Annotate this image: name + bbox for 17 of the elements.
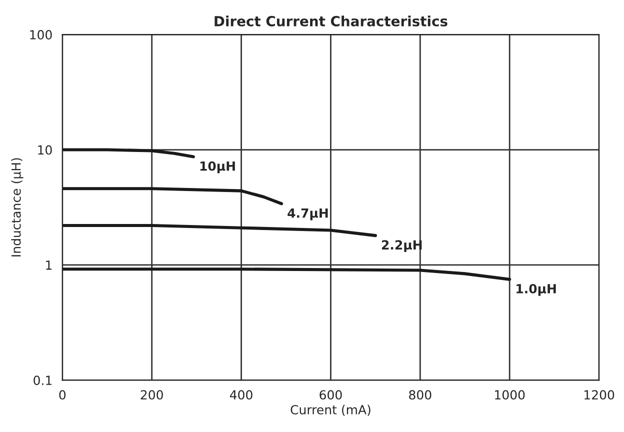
x-tick-label: 1200 [584,390,614,400]
y-tick-label: 100 [30,30,52,40]
annotation: 10μH [200,161,235,174]
x-tick-label: 600 [320,390,342,400]
y-axis-title: Inductance (μH) [11,158,24,256]
x-tick-label: 1000 [495,390,525,400]
x-tick-label: 800 [409,390,432,400]
x-axis-title: Current (mA) [290,404,370,416]
y-tick-label: 0.1 [34,376,52,386]
y-tick-label: 10 [38,145,52,155]
annotation: 1.0μH [516,284,556,296]
y-tick-label: 1 [46,260,52,270]
x-tick-label: 200 [140,390,163,400]
chart-title: Direct Current Characteristics [214,16,448,26]
x-tick-label: 400 [230,390,252,400]
annotation: 4.7μH [288,208,328,220]
x-tick-label: 0 [59,390,66,400]
